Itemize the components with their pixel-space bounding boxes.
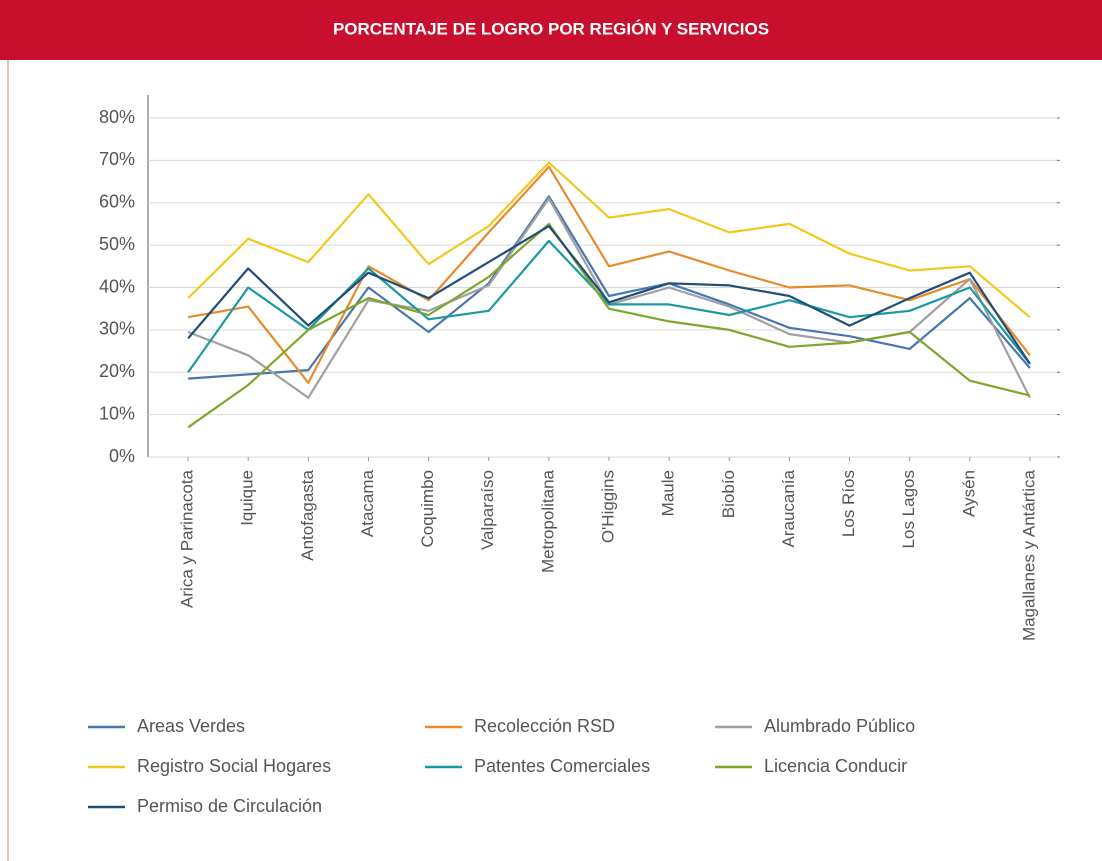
x-tick-label: Antofagasta [298, 469, 317, 560]
series-line [187, 165, 1031, 384]
x-tick-label: Araucanía [779, 469, 798, 547]
x-tick-label: Metropolitana [538, 469, 557, 573]
x-tick-label: O'Higgins [598, 470, 617, 543]
series-line [187, 161, 1031, 319]
legend-label: Registro Social Hogares [137, 756, 331, 776]
legend-label: Permiso de Circulación [137, 796, 322, 816]
y-tick-label: 70% [99, 149, 135, 169]
series-line [187, 225, 1031, 365]
y-tick-label: 20% [99, 361, 135, 381]
x-tick-label: Aysén [959, 470, 978, 517]
legend-label: Recolección RSD [474, 716, 615, 736]
x-tick-label: Valparaíso [478, 470, 497, 550]
legend-label: Patentes Comerciales [474, 756, 650, 776]
y-tick-label: 10% [99, 403, 135, 423]
y-tick-label: 0% [109, 446, 135, 466]
series-line [187, 239, 1031, 373]
x-tick-label: Biobío [719, 470, 738, 518]
x-tick-label: Iquique [238, 470, 257, 526]
legend-label: Licencia Conducir [764, 756, 907, 776]
x-tick-label: Los Lagos [899, 470, 918, 548]
x-tick-label: Coquimbo [418, 470, 437, 548]
series-line [187, 222, 1031, 429]
legend-label: Areas Verdes [137, 716, 245, 736]
y-tick-label: 50% [99, 234, 135, 254]
x-tick-label: Magallanes y Antártica [1019, 469, 1038, 641]
x-tick-label: Atacama [358, 469, 377, 537]
y-tick-label: 80% [99, 107, 135, 127]
x-tick-label: Arica y Parinacota [178, 469, 197, 607]
header-bar [0, 0, 1102, 60]
x-tick-label: Maule [659, 470, 678, 516]
legend-label: Alumbrado Público [764, 716, 915, 736]
x-tick-label: Los Ríos [839, 470, 858, 537]
chart-title: PORCENTAJE DE LOGRO POR REGIÓN Y SERVICI… [333, 19, 769, 38]
y-tick-label: 60% [99, 192, 135, 212]
y-tick-label: 30% [99, 319, 135, 339]
y-tick-label: 40% [99, 276, 135, 296]
